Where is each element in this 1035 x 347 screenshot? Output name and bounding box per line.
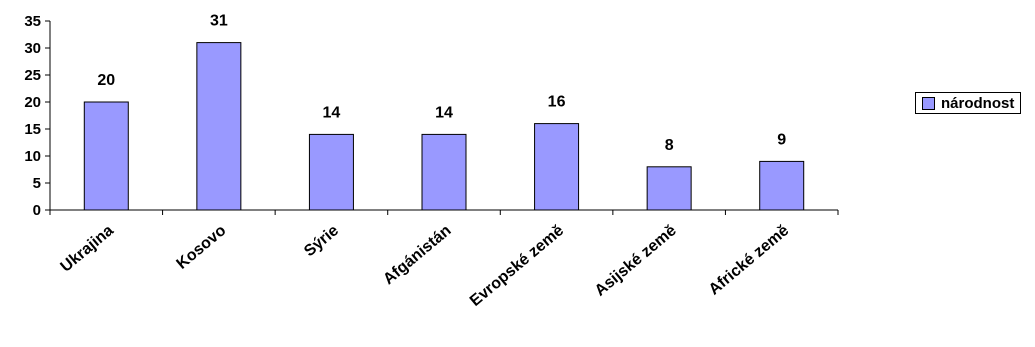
bar (646, 166, 692, 211)
x-tick-label: Sýrie (301, 222, 342, 260)
data-label: 31 (210, 13, 228, 30)
bar (83, 101, 129, 211)
x-tick-label: Kosovo (174, 222, 230, 273)
bar (759, 160, 805, 211)
y-tick-label: 30 (24, 40, 41, 57)
x-axis: Ukrajina Kosovo Sýrie Afgánistán Evropské ze… (49, 209, 839, 310)
data-label: 16 (548, 94, 566, 111)
bars (83, 42, 805, 211)
bar (534, 123, 580, 211)
data-labels: 20 31 14 14 16 8 9 (97, 13, 786, 154)
y-tick-label: 20 (24, 94, 41, 111)
x-tick-label: Ukrajina (58, 222, 117, 276)
y-tick-label: 0 (33, 202, 41, 219)
y-tick-label: 35 (24, 13, 41, 30)
data-label: 8 (665, 137, 674, 154)
y-tick-label: 15 (24, 121, 41, 138)
x-tick-label: Afgánistán (380, 222, 454, 288)
bar (421, 133, 467, 211)
y-tick-label: 25 (24, 67, 41, 84)
x-tick-label: Evropské země (467, 222, 567, 310)
x-tick-label: Africké země (706, 222, 793, 299)
bar (196, 42, 242, 211)
bar (308, 133, 354, 211)
legend-swatch (922, 96, 935, 110)
data-label: 14 (323, 104, 341, 121)
y-tick-label: 5 (33, 175, 41, 192)
data-label: 9 (777, 131, 786, 148)
y-tick-label: 10 (24, 148, 41, 165)
legend: národnost (915, 92, 1022, 114)
y-axis: 0 5 10 15 20 25 30 35 (24, 13, 51, 219)
data-label: 20 (97, 72, 115, 89)
x-tick-label: Asijské země (592, 222, 680, 300)
legend-label: národnost (941, 94, 1015, 112)
data-label: 14 (435, 104, 453, 121)
